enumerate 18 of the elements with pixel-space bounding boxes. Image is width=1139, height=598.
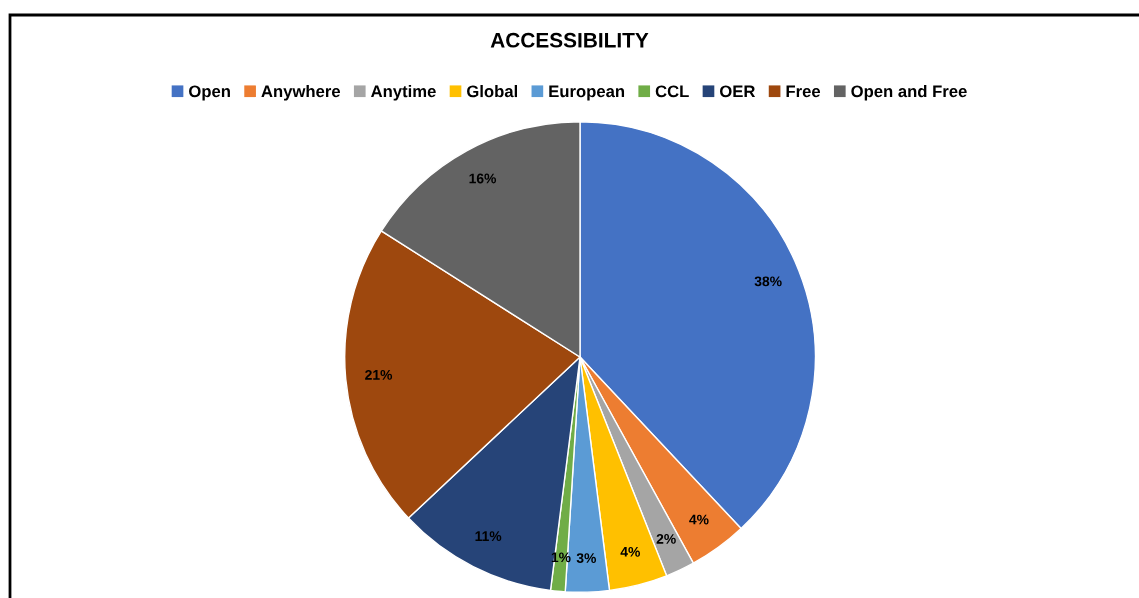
- legend-label: European: [549, 85, 625, 101]
- data-label: 4%: [689, 514, 709, 525]
- legend-label: Global: [467, 85, 518, 98]
- data-label: 16%: [469, 173, 497, 184]
- data-label: 11%: [475, 531, 502, 541]
- legend-label: OER: [720, 85, 756, 98]
- legend-label: Open: [189, 85, 230, 101]
- legend-label: Anytime: [371, 85, 436, 101]
- data-label: 38%: [754, 276, 782, 287]
- data-label: 2%: [656, 533, 676, 544]
- chart-title: ACCESSIBILITY: [490, 32, 649, 48]
- legend-label: Open and Free: [851, 85, 967, 101]
- data-label: 3%: [576, 553, 597, 563]
- data-label: 4%: [620, 546, 640, 557]
- legend-label: Anywhere: [261, 85, 341, 101]
- data-label: 21%: [365, 369, 393, 380]
- legend-label: Free: [786, 85, 821, 98]
- legend-label: CCL: [655, 85, 689, 98]
